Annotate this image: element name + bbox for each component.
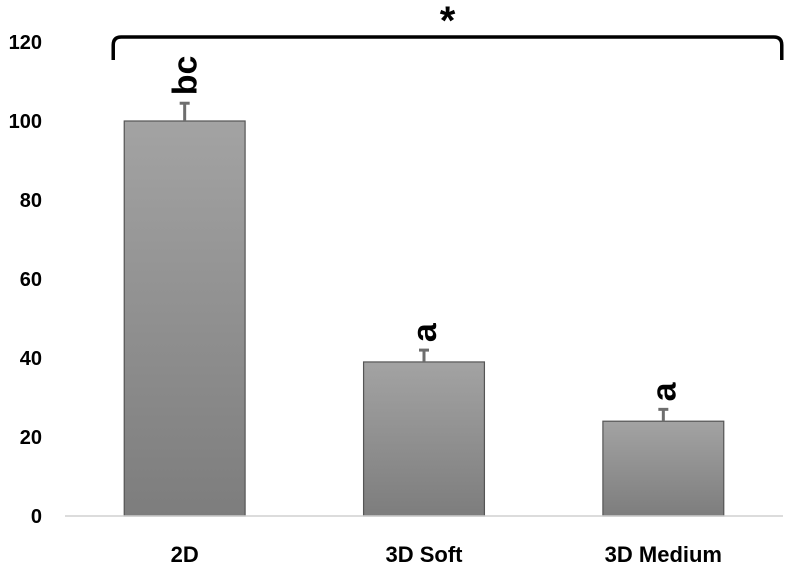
- overall-significance-star: *: [440, 0, 456, 43]
- significance-bracket: [111, 35, 784, 60]
- y-tick-label: 120: [9, 32, 42, 54]
- bar-2d: [123, 120, 246, 517]
- bar-3d-medium: [602, 420, 725, 517]
- x-category-label: 3D Medium: [605, 542, 722, 567]
- significance-label: a: [406, 322, 444, 342]
- y-tick-label: 0: [31, 506, 42, 528]
- y-axis-ticks: 0 20 40 60 80 100 120: [9, 32, 42, 528]
- y-tick-label: 40: [20, 348, 42, 370]
- x-category-label: 3D Soft: [386, 542, 464, 567]
- y-tick-label: 80: [20, 190, 42, 212]
- significance-label: bc: [167, 56, 205, 96]
- bar-3d-soft: [362, 361, 486, 517]
- y-tick-label: 60: [20, 269, 42, 291]
- significance-labels: bc a a: [167, 56, 684, 402]
- category-labels: 2D 3D Soft 3D Medium: [171, 542, 722, 567]
- y-tick-label: 100: [9, 111, 42, 133]
- significance-label: a: [645, 381, 683, 401]
- y-tick-label: 20: [20, 427, 42, 449]
- bars: [123, 101, 725, 517]
- x-category-label: 2D: [171, 542, 199, 567]
